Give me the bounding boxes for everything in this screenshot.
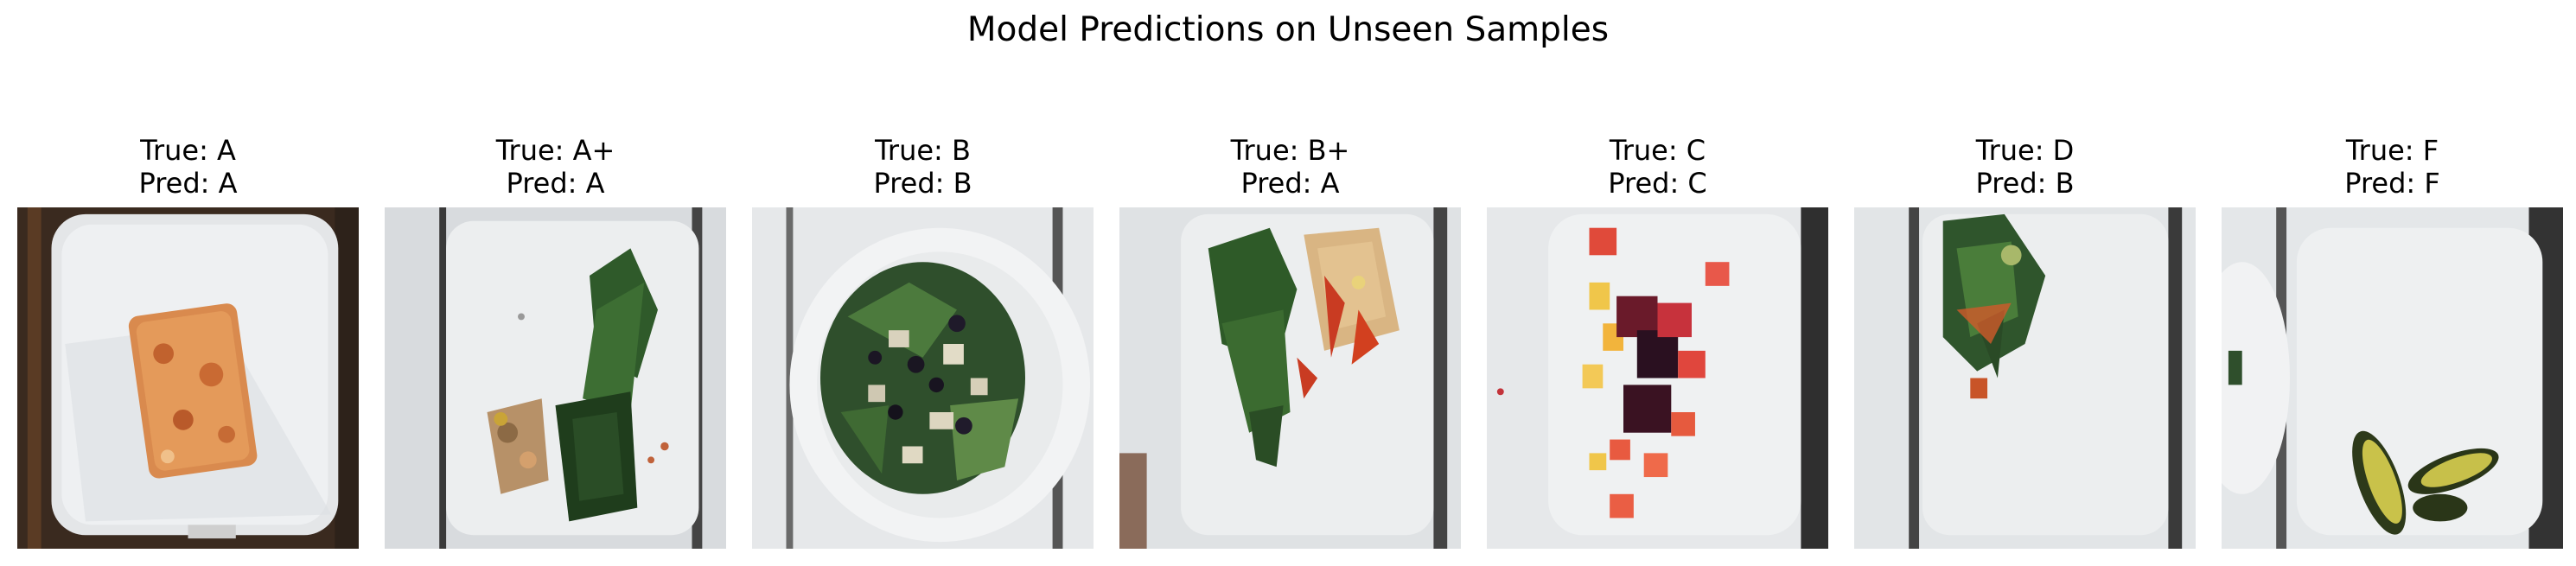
- true-label: True: A: [140, 134, 236, 167]
- pred-label: Pred: B: [1975, 167, 2075, 200]
- panel-title: True: B+ Pred: A: [1119, 134, 1461, 200]
- pred-label: Pred: A: [506, 167, 605, 200]
- true-label: True: A+: [495, 134, 615, 167]
- true-label: True: B: [875, 134, 971, 167]
- pred-label: Pred: C: [1608, 167, 1707, 200]
- panel-title: True: D Pred: B: [1854, 134, 2196, 200]
- sample-panel: True: A Pred: A: [17, 134, 359, 553]
- sample-image: [17, 207, 359, 549]
- pred-label: Pred: B: [873, 167, 972, 200]
- sample-image: [1487, 207, 1828, 549]
- pred-label: Pred: A: [1240, 167, 1340, 200]
- sample-image: [1854, 207, 2196, 549]
- pred-label: Pred: A: [138, 167, 238, 200]
- sample-panel: True: D Pred: B: [1854, 134, 2196, 553]
- true-label: True: D: [1975, 134, 2075, 167]
- panel-title: True: A+ Pred: A: [385, 134, 726, 200]
- true-label: True: B+: [1230, 134, 1350, 167]
- pred-label: Pred: F: [2344, 167, 2440, 200]
- figure-title: Model Predictions on Unseen Samples: [966, 10, 1610, 49]
- panel-title: True: B Pred: B: [752, 134, 1094, 200]
- sample-image: [752, 207, 1094, 549]
- sample-image: [385, 207, 726, 549]
- sample-image: [1119, 207, 1461, 549]
- sample-panel: True: A+ Pred: A: [385, 134, 726, 553]
- panel-title: True: F Pred: F: [2222, 134, 2563, 200]
- sample-panel: True: C Pred: C: [1487, 134, 1828, 553]
- sample-image: [2222, 207, 2563, 549]
- sample-panel: True: B Pred: B: [752, 134, 1094, 553]
- sample-panel: True: B+ Pred: A: [1119, 134, 1461, 553]
- panel-title: True: C Pred: C: [1487, 134, 1828, 200]
- true-label: True: F: [2345, 134, 2439, 167]
- sample-panel: True: F Pred: F: [2222, 134, 2563, 553]
- true-label: True: C: [1609, 134, 1706, 167]
- panel-title: True: A Pred: A: [17, 134, 359, 200]
